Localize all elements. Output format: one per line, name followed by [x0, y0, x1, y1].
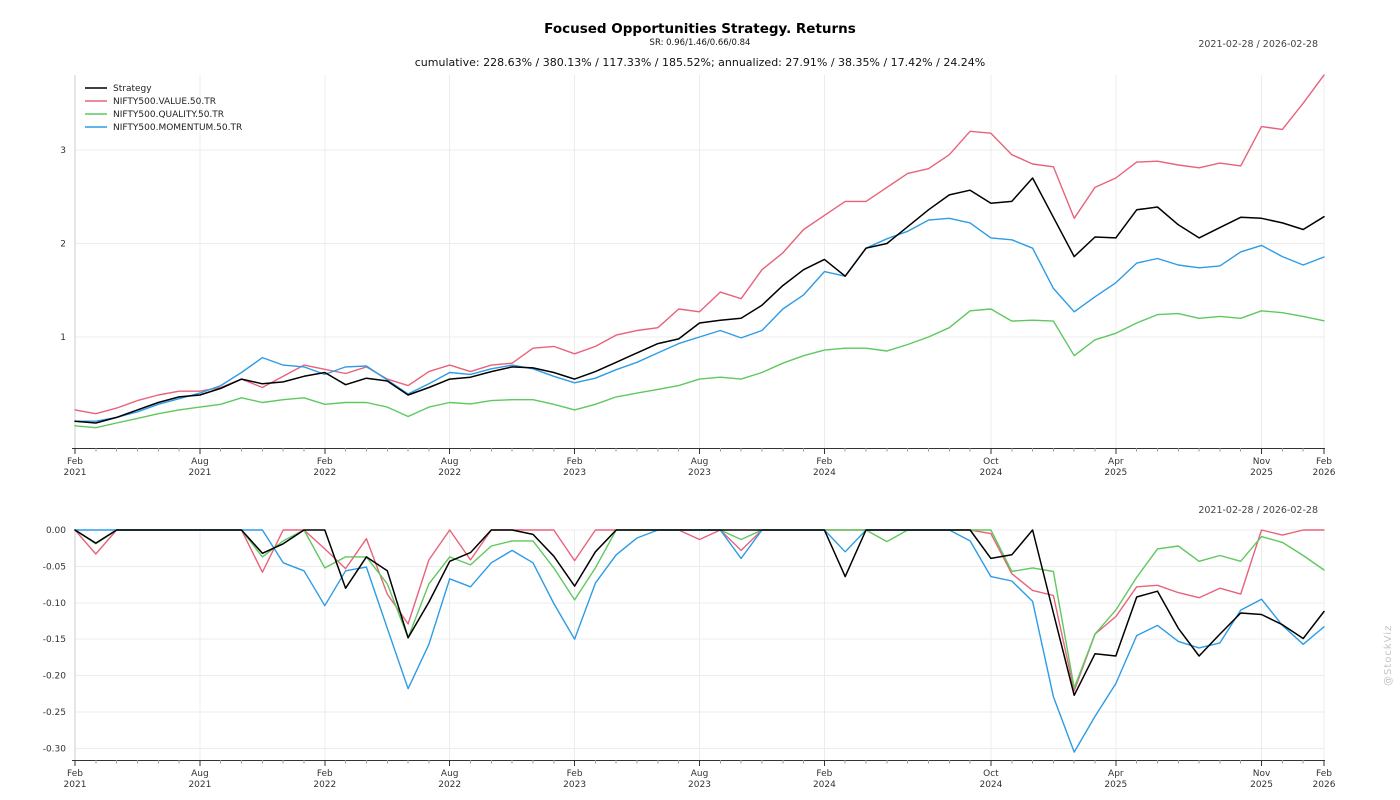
legend-label-strategy: Strategy: [113, 84, 152, 94]
cumulative-returns-chart: Feb2021Aug2021Feb2022Aug2022Feb2023Aug20…: [60, 74, 1336, 478]
x-tick-month-label: Aug: [191, 769, 209, 779]
x-tick-month-label: Nov: [1253, 769, 1271, 779]
x-tick-year-label: 2022: [313, 468, 336, 478]
x-tick-month-label: Feb: [816, 769, 832, 779]
x-tick-year-label: 2024: [979, 468, 1002, 478]
x-tick-year-label: 2021: [64, 780, 87, 790]
series-line-strategy: [74, 529, 1325, 697]
x-tick-month-label: Feb: [567, 457, 583, 467]
y-tick-label: -0.30: [43, 744, 67, 754]
page-title: Focused Opportunities Strategy. Returns: [544, 21, 856, 37]
x-tick-month-label: Aug: [691, 769, 709, 779]
drawdown-chart: Feb2021Aug2021Feb2022Aug2022Feb2023Aug20…: [43, 526, 1336, 790]
y-tick-label: -0.15: [43, 635, 66, 645]
y-tick-label: -0.25: [43, 708, 66, 718]
series-line-momentum: [74, 217, 1325, 422]
y-tick-label: 2: [60, 239, 66, 249]
x-tick-year-label: 2024: [813, 468, 836, 478]
sharpe-ratio-subtitle: SR: 0.96/1.46/0.66/0.84: [649, 38, 751, 48]
y-tick-label: 3: [60, 146, 66, 156]
x-tick-year-label: 2025: [1104, 780, 1127, 790]
x-tick-year-label: 2026: [1313, 468, 1336, 478]
series-line-value: [74, 74, 1325, 415]
x-tick-year-label: 2025: [1250, 780, 1273, 790]
legend-label-value: NIFTY500.VALUE.50.TR: [113, 97, 216, 107]
x-tick-month-label: Feb: [816, 457, 832, 467]
x-tick-month-label: Feb: [67, 457, 83, 467]
y-tick-label: 1: [60, 333, 66, 343]
x-tick-year-label: 2023: [688, 780, 711, 790]
x-tick-month-label: Apr: [1108, 769, 1124, 779]
y-tick-label: -0.10: [43, 599, 67, 609]
x-tick-year-label: 2024: [979, 780, 1002, 790]
x-tick-month-label: Oct: [983, 457, 999, 467]
x-tick-month-label: Feb: [567, 769, 583, 779]
cumulative-annualized-stats: cumulative: 228.63% / 380.13% / 117.33% …: [414, 56, 986, 69]
date-range-bottom: 2021-02-28 / 2026-02-28: [1198, 505, 1318, 516]
x-tick-month-label: Aug: [191, 457, 209, 467]
series-line-quality: [74, 308, 1325, 429]
x-tick-year-label: 2025: [1250, 468, 1273, 478]
x-tick-year-label: 2026: [1313, 780, 1336, 790]
x-tick-year-label: 2025: [1104, 468, 1127, 478]
x-tick-year-label: 2021: [188, 780, 211, 790]
x-tick-month-label: Feb: [1316, 769, 1332, 779]
x-tick-year-label: 2021: [64, 468, 87, 478]
x-tick-year-label: 2023: [563, 780, 586, 790]
y-tick-label: -0.05: [43, 562, 66, 572]
x-tick-month-label: Apr: [1108, 457, 1124, 467]
legend-label-quality: NIFTY500.QUALITY.50.TR: [113, 110, 224, 120]
y-tick-label: -0.20: [43, 672, 67, 682]
series-line-strategy: [74, 177, 1325, 424]
x-tick-month-label: Aug: [441, 457, 459, 467]
x-tick-month-label: Oct: [983, 769, 999, 779]
x-tick-month-label: Aug: [441, 769, 459, 779]
x-tick-month-label: Feb: [1316, 457, 1332, 467]
x-tick-month-label: Feb: [67, 769, 83, 779]
x-tick-year-label: 2022: [313, 780, 336, 790]
x-tick-year-label: 2022: [438, 780, 461, 790]
x-tick-month-label: Feb: [317, 769, 333, 779]
y-tick-label: 0.00: [46, 526, 66, 536]
x-tick-month-label: Aug: [691, 457, 709, 467]
date-range-top: 2021-02-28 / 2026-02-28: [1198, 39, 1318, 50]
x-tick-year-label: 2023: [563, 468, 586, 478]
series-line-value: [74, 529, 1325, 692]
x-tick-year-label: 2024: [813, 780, 836, 790]
x-tick-month-label: Nov: [1253, 457, 1271, 467]
x-tick-month-label: Feb: [317, 457, 333, 467]
legend: Strategy NIFTY500.VALUE.50.TR NIFTY500.QUA…: [85, 84, 242, 133]
x-tick-year-label: 2022: [438, 468, 461, 478]
x-tick-year-label: 2021: [188, 468, 211, 478]
legend-label-momentum: NIFTY500.MOMENTUM.50.TR: [113, 123, 242, 133]
x-tick-year-label: 2023: [688, 468, 711, 478]
watermark: @StockViz: [1383, 624, 1394, 686]
